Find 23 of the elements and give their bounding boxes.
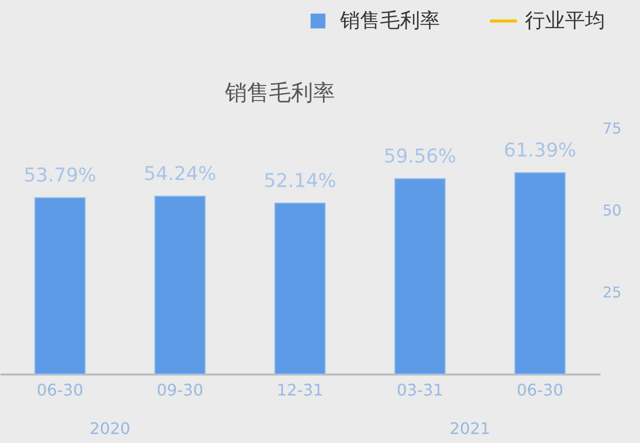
bar [394, 178, 446, 374]
x-tick-label: 12-31 [276, 380, 324, 400]
y-tick-label: 25 [602, 284, 622, 302]
bar [34, 197, 86, 374]
legend-label: 销售毛利率 [339, 8, 440, 32]
data-label: 61.39% [504, 140, 576, 162]
bar [274, 202, 326, 374]
x-tick-label: 06-30 [36, 380, 84, 400]
x-tick-label: 06-30 [516, 380, 564, 400]
bar [154, 196, 206, 374]
y-tick-label: 50 [602, 202, 622, 220]
text: 2020 [90, 419, 130, 438]
text: 2021 [450, 419, 490, 438]
chart-title: 销售毛利率 [224, 81, 335, 106]
data-label: 54.24% [144, 163, 216, 186]
bar [514, 172, 566, 374]
legend-label: 行业平均 [525, 8, 605, 32]
data-label: 52.14% [264, 170, 336, 192]
data-label: 53.79% [24, 164, 96, 187]
data-label: 59.56% [384, 146, 456, 168]
x-tick-label: 03-31 [396, 380, 444, 400]
y-tick-label: 75 [602, 120, 622, 138]
x-tick-label: 09-30 [156, 380, 204, 400]
